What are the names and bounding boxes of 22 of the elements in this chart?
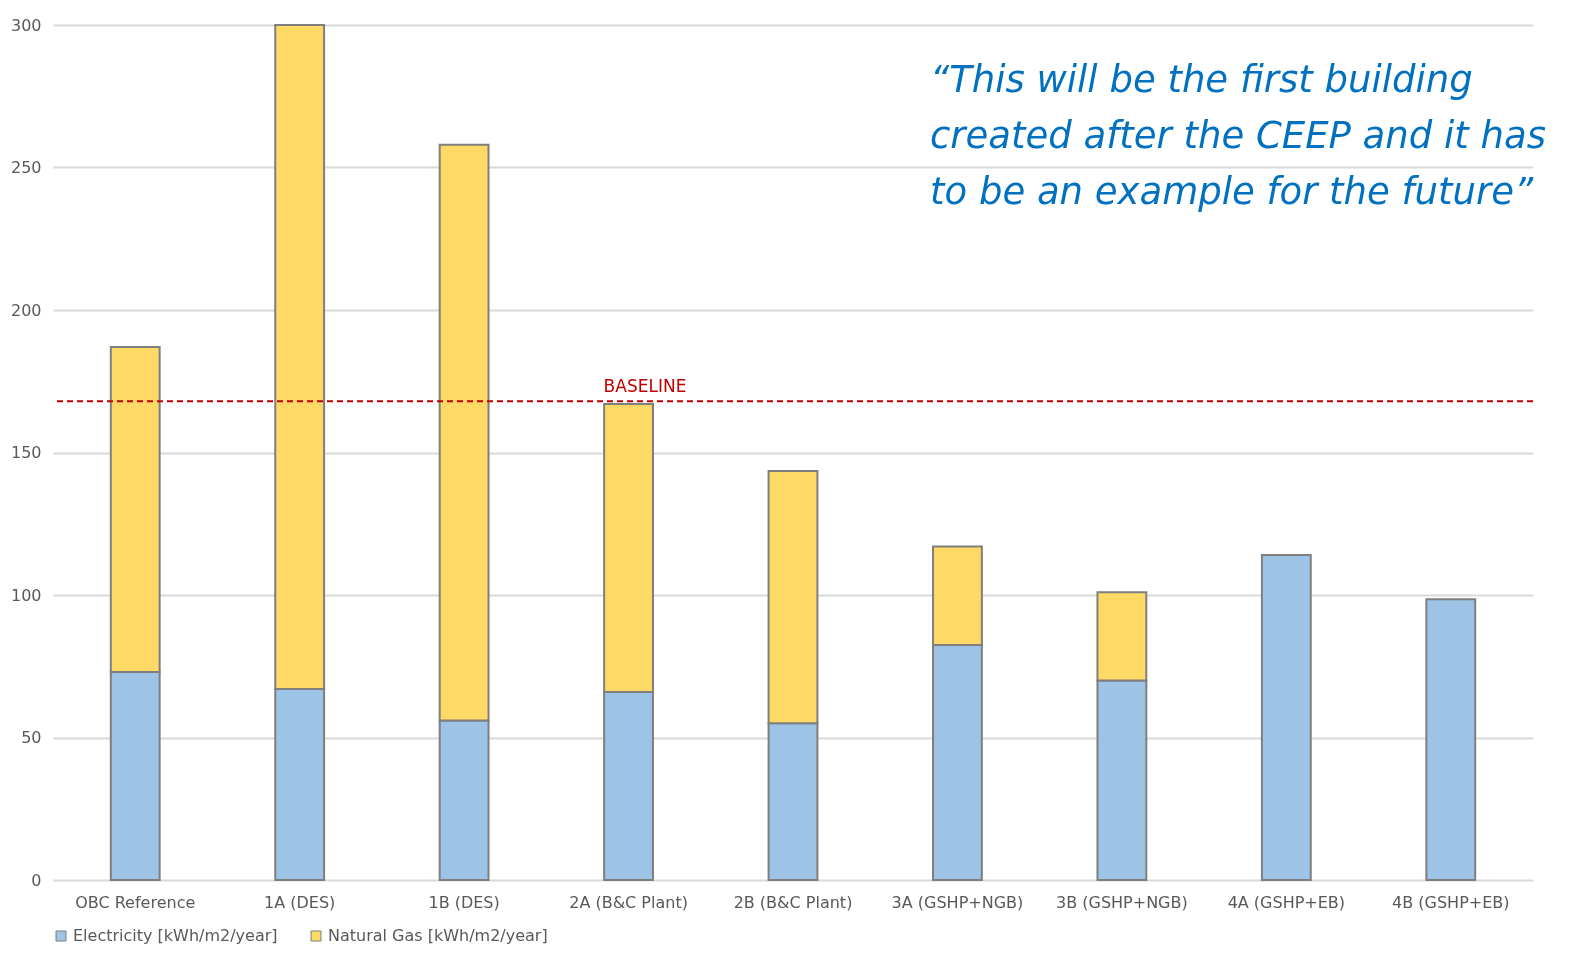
y-tick-label: 200 <box>10 300 42 320</box>
y-tick-label: 250 <box>10 158 42 177</box>
x-tick-label: 1A (DES) <box>264 892 336 912</box>
ref-line-label: BASELINE <box>603 376 687 397</box>
y-tick-label: 0 <box>31 870 42 890</box>
x-tick-label: 2B (B&C Plant) <box>733 892 853 912</box>
x-tick-label: 1B (DES) <box>428 892 500 912</box>
bar <box>1425 598 1477 881</box>
x-tick-label: 4A (GSHP+EB) <box>1227 892 1346 912</box>
x-tick-label: 2A (B&C Plant) <box>569 892 688 912</box>
y-tick-label: 150 <box>10 443 42 462</box>
legend-label: Natural Gas [kWh/m2/year] <box>328 926 548 945</box>
bar <box>1260 554 1312 881</box>
x-tick-label: OBC Reference <box>75 892 196 912</box>
y-tick-label: 100 <box>10 585 42 605</box>
legend-label: Electricity [kWh/m2/year] <box>73 926 278 945</box>
annotation: “This will be the first building created after the CEEP and it has to be an example for the future” <box>930 57 1547 215</box>
y-tick-label: 300 <box>10 15 42 35</box>
y-tick-label: 50 <box>21 728 42 747</box>
x-tick-label: 3A (GSHP+NGB) <box>891 892 1024 912</box>
x-tick-label: 3B (GSHP+NGB) <box>1056 892 1188 912</box>
x-tick-label: 4B (GSHP+EB) <box>1392 892 1510 912</box>
